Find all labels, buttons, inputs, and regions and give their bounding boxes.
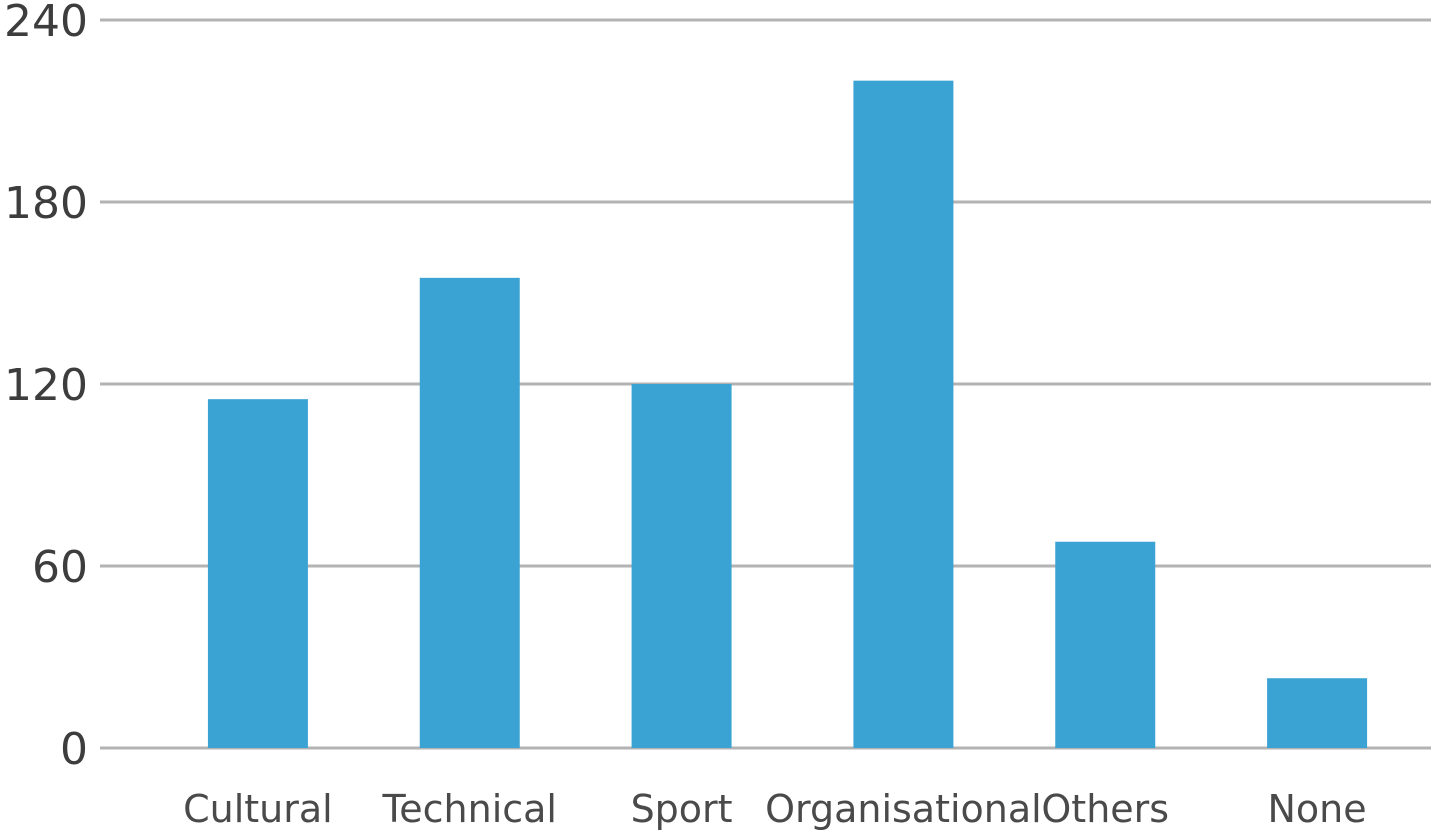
bar-sport bbox=[631, 384, 732, 748]
y-tick-label: 240 bbox=[4, 0, 88, 47]
bar-cultural bbox=[207, 399, 308, 748]
bar-organisational bbox=[853, 80, 954, 748]
y-axis-ticks: 0 60 120 180 240 bbox=[4, 0, 88, 775]
y-tick-label: 0 bbox=[60, 724, 88, 775]
bars bbox=[207, 80, 1368, 748]
y-tick-label: 120 bbox=[4, 360, 88, 411]
y-tick-label: 180 bbox=[4, 178, 88, 229]
gridlines bbox=[100, 18, 1431, 750]
bar-others bbox=[1055, 541, 1156, 748]
y-tick-label: 60 bbox=[32, 542, 88, 593]
x-axis-labels: Cultural Technical Sport Organisational Othe… bbox=[183, 787, 1367, 831]
x-tick-label: Technical bbox=[382, 787, 558, 831]
bar-technical bbox=[419, 277, 520, 748]
bar-none bbox=[1267, 678, 1368, 748]
x-tick-label: None bbox=[1268, 787, 1367, 831]
x-tick-label: Cultural bbox=[183, 787, 333, 831]
x-tick-label: Sport bbox=[631, 787, 733, 831]
x-tick-label: Organisational bbox=[765, 787, 1042, 831]
x-tick-label: Others bbox=[1041, 787, 1169, 831]
